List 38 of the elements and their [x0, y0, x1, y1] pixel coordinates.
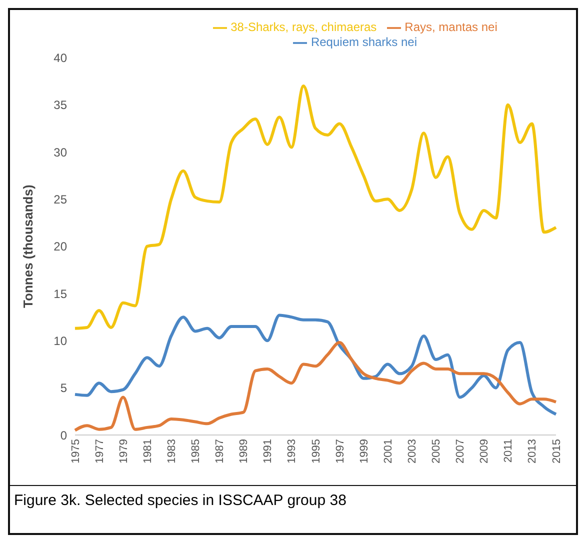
- x-tick-label: 2013: [526, 439, 539, 464]
- x-tick-label: 1981: [142, 439, 154, 464]
- y-tick-label: 30: [54, 145, 68, 160]
- y-tick-label: 35: [54, 98, 68, 112]
- legend-label: Requiem sharks nei: [310, 34, 418, 49]
- y-tick-label: 0: [60, 428, 68, 442]
- legend-label: 38-Sharks, rays, chimaeras: [230, 20, 377, 34]
- x-tick-label: 1993: [286, 439, 298, 464]
- caption: Figure 3k. Selected species in ISSCAAP group 38: [14, 492, 348, 509]
- x-tick-label: 2001: [382, 439, 394, 464]
- legend-label: Rays, mantas nei: [404, 20, 498, 34]
- y-tick-label: 15: [54, 286, 68, 301]
- x-tick-label: 2009: [478, 439, 491, 464]
- x-tick-label: 1991: [262, 439, 274, 464]
- x-tick-label: 1975: [70, 439, 82, 464]
- x-tick-label: 1995: [310, 439, 322, 464]
- x-tick-label: 2007: [454, 439, 467, 464]
- x-tick-label: 1987: [214, 439, 226, 464]
- x-tick-label: 1983: [166, 439, 178, 464]
- y-tick-label: 10: [54, 334, 68, 348]
- x-tick-label: 2015: [550, 439, 563, 464]
- x-tick-label: 2005: [430, 439, 443, 464]
- x-tick-label: 1989: [238, 439, 250, 464]
- y-tick-label: 20: [54, 240, 68, 254]
- y-tick-label: 40: [54, 50, 68, 65]
- x-tick-label: 1999: [358, 439, 370, 464]
- x-tick-label: 1977: [94, 439, 106, 464]
- y-tick-label: 25: [54, 192, 68, 206]
- line-series: [74, 84, 558, 330]
- x-tick-label: 1985: [190, 439, 202, 464]
- y-axis-title: Tonnes (thousands): [20, 184, 36, 308]
- x-tick-label: 2003: [406, 439, 419, 464]
- line-series: [74, 314, 558, 416]
- x-tick-label: 1979: [118, 439, 130, 464]
- x-tick-label: 2011: [502, 439, 515, 463]
- x-tick-label: 1997: [334, 439, 346, 464]
- y-tick-label: 5: [60, 381, 68, 396]
- line-series: [74, 341, 558, 432]
